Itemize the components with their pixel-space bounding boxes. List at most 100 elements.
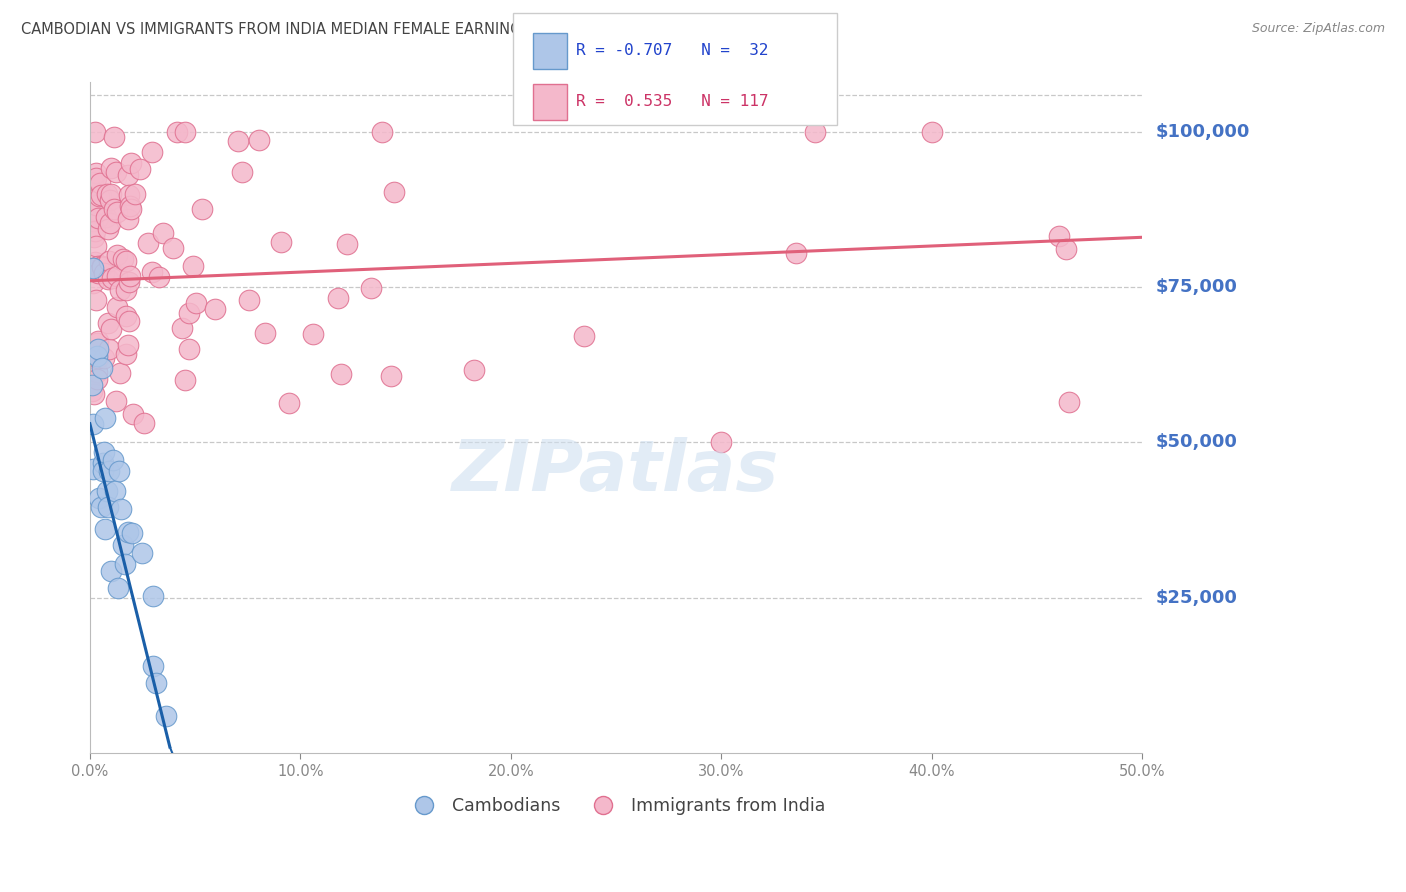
Point: [108, 464, 131, 478]
Point: [83, 351, 105, 366]
Point: [122, 407, 145, 421]
Point: [87, 342, 110, 356]
Point: [82, 277, 104, 291]
Point: [83, 230, 105, 244]
Point: [105, 394, 128, 409]
Text: $75,000: $75,000: [1156, 278, 1237, 296]
Point: [97, 500, 120, 515]
Point: [120, 199, 142, 213]
Point: [118, 268, 141, 283]
Point: [91, 464, 114, 478]
Point: [177, 342, 200, 356]
Point: [803, 125, 825, 139]
Point: [118, 276, 141, 290]
Point: [97, 316, 120, 330]
Point: [82, 462, 104, 476]
Point: [90, 500, 112, 515]
Point: [117, 212, 139, 227]
Point: [111, 252, 134, 266]
Point: [1057, 394, 1080, 409]
Point: [115, 253, 138, 268]
Point: [98, 464, 121, 478]
Point: [1047, 229, 1070, 244]
Point: [155, 709, 177, 723]
Point: [105, 205, 128, 219]
Point: [107, 301, 129, 315]
Text: $100,000: $100,000: [1156, 122, 1250, 141]
Point: [87, 351, 110, 365]
Point: [128, 161, 150, 176]
Point: [174, 372, 197, 386]
Point: [115, 347, 138, 361]
Point: [101, 453, 124, 467]
Point: [105, 248, 128, 262]
Point: [84, 125, 107, 139]
Point: [94, 522, 117, 536]
Point: [115, 284, 138, 298]
Point: [247, 132, 270, 146]
Point: [96, 211, 118, 225]
Point: [177, 305, 200, 319]
Point: [82, 343, 104, 358]
Point: [145, 675, 167, 690]
Point: [82, 261, 104, 276]
Point: [82, 194, 104, 209]
Point: [572, 328, 595, 343]
Point: [191, 202, 214, 217]
Point: [93, 351, 115, 365]
Point: [120, 156, 142, 170]
Point: [89, 491, 111, 505]
Point: [91, 360, 114, 375]
Point: [463, 362, 485, 376]
Point: [330, 367, 353, 381]
Point: [302, 326, 325, 341]
Point: [93, 445, 115, 459]
Point: [380, 368, 402, 383]
Point: [114, 558, 136, 572]
Point: [86, 349, 108, 363]
Text: ZIPatlas: ZIPatlas: [453, 437, 780, 506]
Point: [170, 320, 193, 334]
Point: [84, 166, 107, 180]
Point: [96, 186, 118, 201]
Point: [226, 134, 249, 148]
Point: [91, 260, 114, 274]
Point: [82, 384, 104, 399]
Point: [84, 171, 107, 186]
Point: [107, 581, 129, 595]
Point: [100, 564, 122, 578]
Point: [134, 416, 156, 430]
Point: [204, 302, 226, 317]
Point: [83, 205, 105, 219]
Point: [82, 214, 104, 228]
Point: [110, 501, 132, 516]
Point: [142, 589, 165, 603]
Point: [82, 175, 104, 189]
Point: [82, 417, 104, 431]
Point: [136, 235, 159, 250]
Point: [87, 260, 110, 274]
Point: [117, 524, 139, 539]
Point: [142, 659, 165, 673]
Point: [238, 293, 260, 307]
Point: [93, 410, 115, 425]
Point: [117, 337, 139, 351]
Point: [100, 322, 122, 336]
Point: [270, 235, 292, 250]
Point: [117, 187, 139, 202]
Point: [87, 211, 110, 226]
Point: [90, 259, 112, 273]
Text: R = -0.707   N =  32: R = -0.707 N = 32: [576, 43, 769, 58]
Point: [921, 125, 943, 139]
Point: [124, 187, 146, 202]
Point: [121, 525, 143, 540]
Point: [91, 456, 114, 470]
Point: [103, 202, 125, 217]
Point: [110, 283, 132, 297]
Point: [253, 326, 276, 340]
Point: [96, 484, 118, 499]
Point: [87, 334, 110, 348]
Text: R =  0.535   N = 117: R = 0.535 N = 117: [576, 95, 769, 110]
Point: [371, 125, 394, 139]
Point: [118, 313, 141, 327]
